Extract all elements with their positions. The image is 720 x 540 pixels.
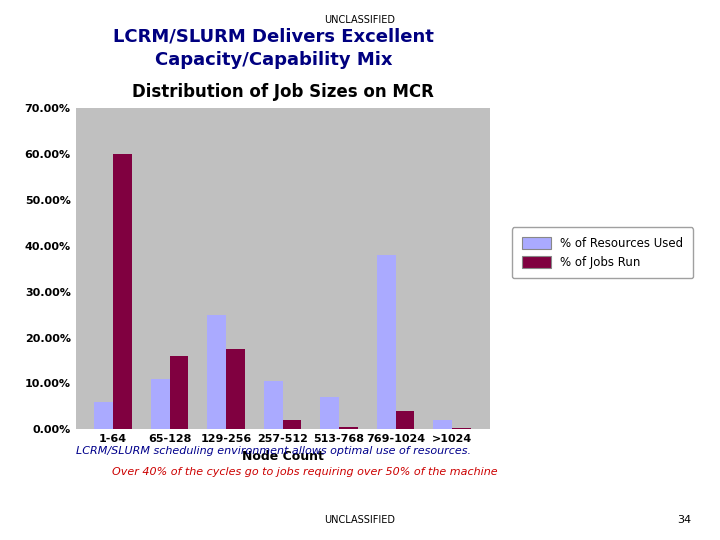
- Bar: [170, 356, 188, 429]
- X-axis label: Node Count: Node Count: [242, 450, 323, 463]
- Text: LCRM/SLURM scheduling environment allows optimal use of resources.: LCRM/SLURM scheduling environment allows…: [76, 446, 471, 456]
- Text: UNCLASSIFIED: UNCLASSIFIED: [325, 15, 395, 25]
- Bar: [377, 255, 395, 429]
- Bar: [452, 428, 471, 429]
- Text: 34: 34: [677, 515, 691, 525]
- Bar: [94, 402, 113, 429]
- Legend: % of Resources Used, % of Jobs Run: % of Resources Used, % of Jobs Run: [512, 227, 693, 278]
- Bar: [282, 420, 301, 429]
- Text: LCRM/SLURM Delivers Excellent
Capacity/Capability Mix: LCRM/SLURM Delivers Excellent Capacity/C…: [113, 28, 434, 70]
- Bar: [339, 427, 358, 429]
- Bar: [264, 381, 282, 429]
- Bar: [113, 154, 132, 429]
- Text: Over 40% of the cycles go to jobs requiring over 50% of the machine: Over 40% of the cycles go to jobs requir…: [112, 467, 498, 477]
- Bar: [207, 314, 226, 429]
- Title: Distribution of Job Sizes on MCR: Distribution of Job Sizes on MCR: [132, 83, 433, 101]
- Bar: [433, 420, 452, 429]
- Bar: [320, 397, 339, 429]
- Bar: [151, 379, 170, 429]
- Bar: [226, 349, 245, 429]
- Bar: [395, 411, 414, 429]
- Text: UNCLASSIFIED: UNCLASSIFIED: [325, 515, 395, 525]
